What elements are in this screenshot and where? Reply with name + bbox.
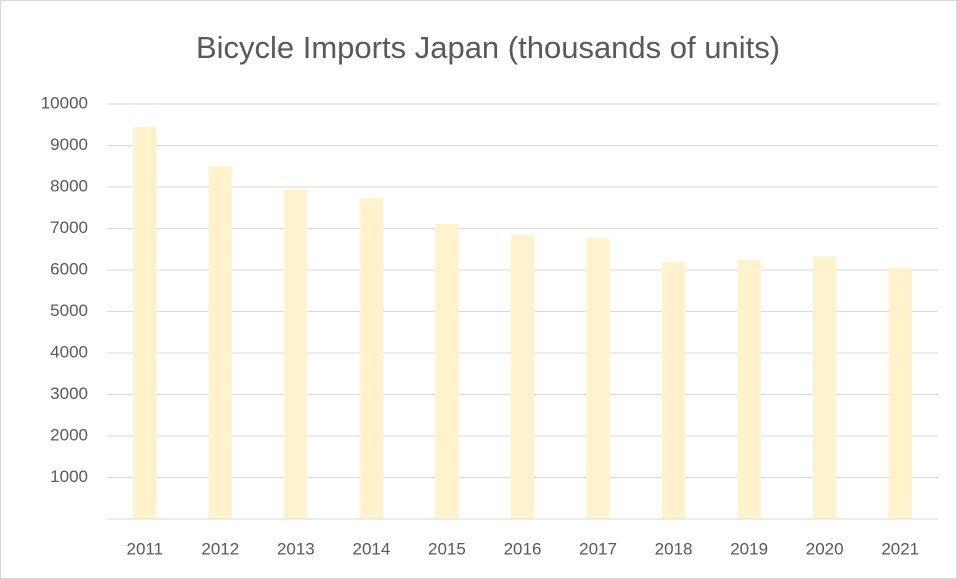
x-tick-label: 2012 — [201, 539, 239, 558]
x-tick-label: 2019 — [730, 539, 768, 558]
bar — [359, 198, 384, 519]
chart-title: Bicycle Imports Japan (thousands of unit… — [196, 30, 780, 65]
x-tick-label: 2018 — [655, 539, 693, 558]
bar — [133, 126, 157, 519]
y-tick-label: 3000 — [50, 384, 88, 403]
bar — [586, 238, 610, 520]
y-tick-label: 8000 — [50, 176, 88, 195]
x-tick-label: 2011 — [126, 539, 163, 558]
bar — [510, 235, 535, 519]
bar — [737, 260, 761, 519]
x-tick-label: 2021 — [881, 539, 919, 558]
y-tick-label: 4000 — [50, 342, 88, 361]
x-tick-label: 2015 — [428, 539, 466, 558]
y-tick-label: 7000 — [50, 218, 88, 237]
x-tick-label: 2016 — [504, 539, 542, 558]
y-tick-label: 1000 — [50, 467, 88, 486]
y-tick-label: 6000 — [50, 259, 88, 278]
bar — [888, 267, 912, 519]
y-tick-label: 10000 — [41, 93, 88, 112]
bar — [284, 189, 308, 519]
bar — [208, 166, 233, 519]
x-tick-label: 2020 — [806, 539, 844, 558]
x-tick-label: 2014 — [352, 539, 390, 558]
bar — [661, 262, 686, 519]
bar — [435, 223, 459, 519]
bar — [812, 257, 837, 519]
x-tick-label: 2017 — [579, 539, 617, 558]
y-tick-label: 9000 — [50, 135, 88, 154]
x-tick-label: 2013 — [277, 539, 315, 558]
y-tick-label: 2000 — [50, 425, 88, 444]
y-tick-label: 5000 — [50, 301, 88, 320]
